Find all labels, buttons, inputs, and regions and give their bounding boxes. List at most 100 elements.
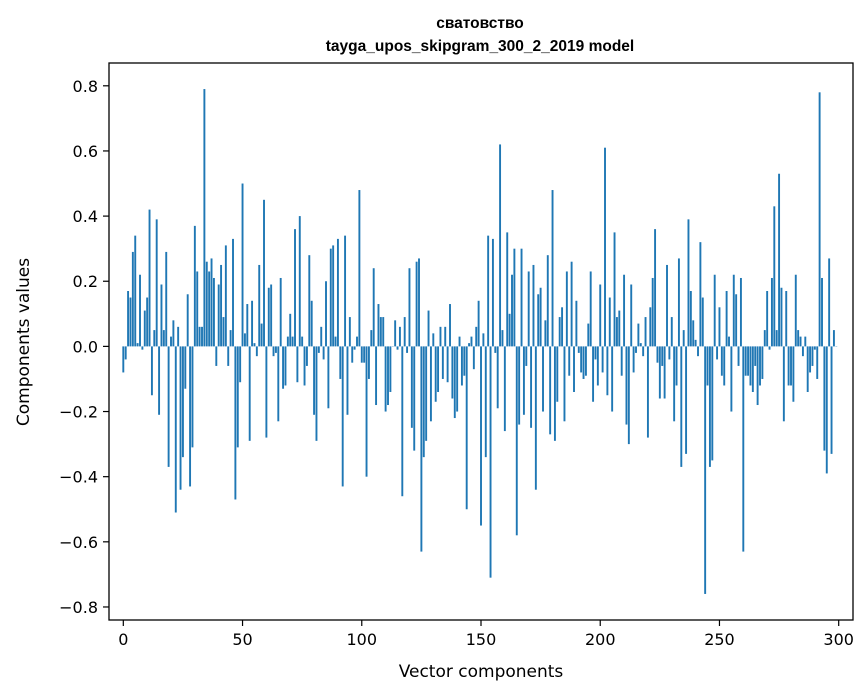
bar (131, 251, 134, 347)
bar (265, 346, 268, 438)
bar (630, 284, 633, 347)
bar (708, 346, 711, 467)
bar (632, 346, 635, 373)
bar (565, 271, 568, 347)
bar (274, 346, 277, 353)
bar (241, 183, 244, 347)
bar (563, 346, 566, 422)
bar (673, 346, 676, 422)
bar (520, 248, 523, 347)
bar (811, 346, 814, 366)
bar (821, 277, 823, 347)
bar (415, 261, 418, 347)
bar (384, 346, 387, 412)
bar (537, 294, 540, 347)
bar (446, 346, 449, 383)
bar (768, 346, 771, 350)
x-tick-label: 50 (232, 630, 252, 649)
bar (220, 264, 223, 347)
bar (460, 346, 463, 386)
bar (542, 346, 544, 412)
bar (465, 346, 468, 510)
bar (193, 225, 196, 347)
bar (341, 346, 344, 487)
bar (718, 307, 721, 347)
bar (759, 346, 761, 386)
bar (315, 346, 318, 441)
bar (322, 346, 325, 360)
bar (146, 297, 149, 347)
bar (334, 336, 337, 347)
bar (737, 346, 740, 366)
bar (491, 238, 494, 347)
bar (596, 346, 599, 386)
bar (677, 258, 680, 347)
bar (773, 206, 776, 347)
bar (477, 300, 480, 347)
bar (589, 271, 592, 347)
bar (189, 346, 192, 487)
bar (174, 346, 177, 513)
bar (539, 287, 542, 347)
bar (158, 346, 161, 415)
bar (150, 346, 153, 396)
bar (303, 346, 306, 386)
bar (289, 313, 292, 347)
bar (272, 346, 275, 357)
bar (682, 330, 685, 347)
bar (267, 287, 270, 347)
bar (379, 317, 382, 347)
bar (229, 330, 232, 347)
bar (608, 297, 611, 347)
bar (556, 346, 559, 402)
bar (279, 277, 282, 347)
bar (635, 346, 637, 353)
y-tick-label: 0.2 (73, 272, 98, 291)
bar (832, 330, 835, 347)
bar (298, 216, 301, 347)
bar (453, 346, 456, 419)
x-tick-label: 150 (466, 630, 497, 649)
bar (651, 277, 654, 347)
bar (799, 336, 802, 347)
bar (222, 317, 225, 347)
bar (818, 92, 821, 347)
bar (823, 346, 826, 451)
bar (680, 346, 683, 467)
bar (735, 294, 738, 347)
bar (451, 346, 454, 399)
bar (763, 330, 766, 347)
bar (370, 330, 373, 347)
bar (732, 274, 735, 347)
bar (725, 291, 728, 347)
bar (658, 346, 661, 399)
bar (136, 343, 139, 347)
bar (327, 346, 330, 409)
bar (828, 258, 831, 347)
bar (332, 245, 335, 347)
bar (577, 346, 580, 353)
bar (429, 346, 432, 422)
bar (243, 333, 246, 347)
bar (468, 343, 471, 347)
bar (787, 346, 790, 386)
bar (148, 209, 151, 347)
bar (587, 323, 590, 347)
bar (489, 346, 492, 578)
y-tick-label: −0.2 (59, 403, 98, 422)
bar (570, 261, 573, 347)
bar (766, 291, 769, 347)
bar (406, 346, 409, 353)
bar (661, 346, 664, 366)
bar (756, 346, 759, 406)
bar (508, 313, 511, 347)
y-tick-label: −0.4 (59, 468, 98, 487)
bar (251, 300, 254, 347)
bar (713, 274, 716, 347)
x-axis-ticks: 0 50 100 150 200 250 300 (118, 620, 854, 649)
x-axis-label: Vector components (399, 662, 564, 682)
bar (134, 235, 137, 347)
bar (463, 346, 466, 376)
bar (739, 277, 742, 347)
bar (325, 281, 327, 347)
